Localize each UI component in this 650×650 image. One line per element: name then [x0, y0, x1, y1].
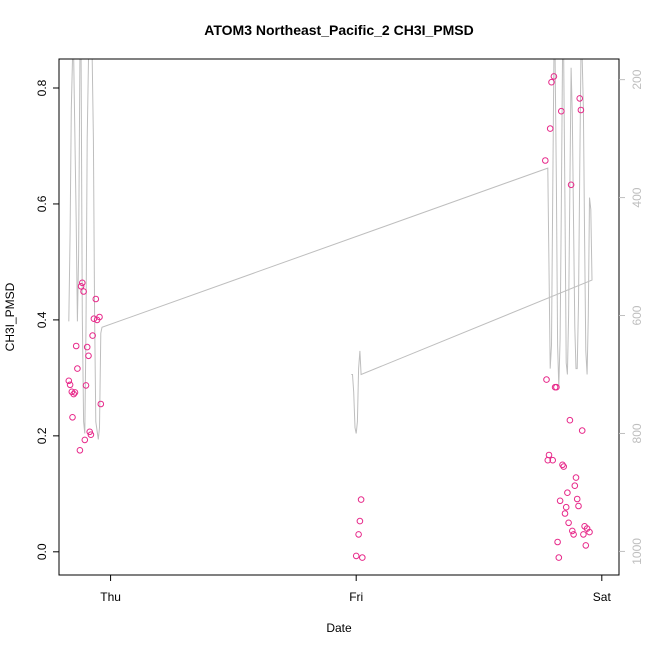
y2-tick-label: 600 [630, 305, 644, 325]
data-point [82, 382, 90, 389]
y-tick-label: 0.8 [35, 79, 49, 96]
data-point [549, 456, 557, 464]
data-point [70, 390, 77, 398]
data-point [582, 542, 590, 549]
y-tick-label: 0.2 [35, 427, 49, 444]
x-tick-label: Sat [593, 590, 612, 604]
data-point [559, 461, 566, 469]
y-axis-label: CH3I_PMSD [3, 282, 17, 351]
data-point [572, 474, 580, 481]
data-point [352, 552, 360, 560]
data-point [561, 510, 569, 517]
data-point [546, 125, 554, 132]
plot-frame [58, 58, 620, 576]
y2-tick-label: 800 [630, 423, 644, 443]
x-tick-label: Fri [349, 590, 363, 604]
data-point [66, 381, 74, 389]
data-point [357, 496, 365, 503]
data-point [566, 416, 574, 424]
data-point [567, 181, 575, 189]
x-axis-label: Date [326, 621, 352, 635]
x-axis: Thu Fri Sat [100, 575, 611, 604]
data-point [542, 157, 549, 164]
data-point [355, 531, 362, 538]
y2-tick-label: 1000 [630, 538, 644, 565]
data-point [548, 78, 555, 86]
data-point [97, 400, 105, 408]
data-point [554, 538, 561, 546]
data-point [96, 313, 103, 321]
y-axis: 0.0 0.2 0.4 0.6 0.8 [35, 79, 59, 560]
data-point [556, 497, 564, 505]
data-point [573, 495, 581, 503]
data-point [560, 463, 568, 470]
data-point [550, 73, 558, 80]
secondary-y-axis: 200 400 600 800 1000 [619, 69, 644, 565]
data-point [564, 489, 571, 497]
data-point [92, 295, 100, 303]
pressure-line [68, 59, 593, 440]
y2-tick-label: 400 [630, 187, 644, 207]
data-point [86, 428, 93, 436]
data-point [71, 389, 79, 396]
chart-title: ATOM3 Northeast_Pacific_2 CH3I_PMSD [204, 22, 473, 38]
data-point [570, 531, 577, 538]
data-point [571, 482, 579, 490]
y-tick-label: 0.0 [35, 543, 49, 560]
data-point [89, 332, 96, 339]
pressure-line-layer [68, 59, 593, 440]
data-point [543, 376, 550, 383]
y-tick-label: 0.4 [35, 311, 49, 328]
data-point [72, 342, 80, 350]
data-point [558, 107, 565, 115]
data-point [586, 528, 593, 536]
data-point [569, 527, 576, 535]
data-point [545, 451, 553, 459]
y2-tick-label: 200 [630, 69, 644, 89]
data-point [555, 554, 563, 561]
data-point [553, 383, 560, 391]
data-point [80, 288, 87, 295]
data-point [77, 283, 85, 290]
data-point [83, 343, 91, 351]
data-point [576, 95, 584, 102]
data-point [578, 427, 586, 434]
data-point [575, 502, 582, 510]
y-tick-label: 0.6 [35, 195, 49, 212]
data-point [356, 517, 364, 525]
data-point [87, 431, 95, 439]
data-point [79, 279, 86, 287]
x-tick-label: Thu [100, 590, 121, 604]
data-point [74, 365, 81, 372]
data-point [81, 436, 89, 444]
data-points-layer [65, 73, 593, 561]
data-point [577, 106, 585, 114]
data-point [565, 519, 572, 527]
data-point [65, 377, 73, 385]
data-point [76, 447, 84, 454]
data-point [359, 554, 366, 561]
data-point [580, 531, 587, 538]
data-point [562, 503, 570, 511]
data-point [85, 352, 92, 360]
data-point [69, 414, 76, 421]
